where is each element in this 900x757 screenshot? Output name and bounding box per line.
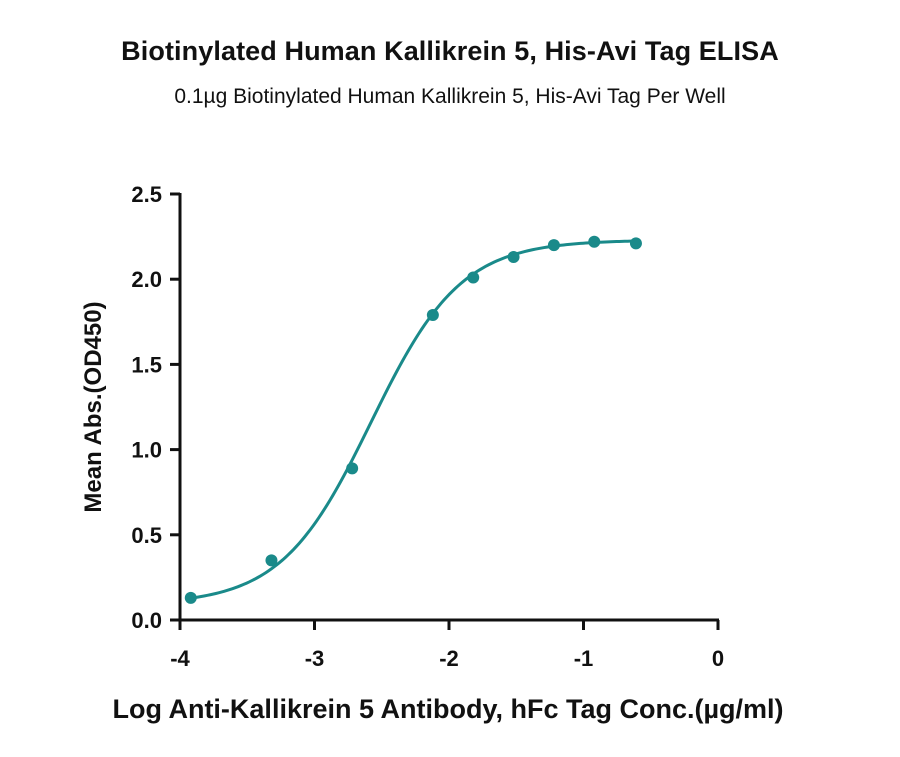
y-tick-label: 1.0	[131, 438, 162, 463]
y-tick-label: 0.0	[131, 608, 162, 633]
x-tick-label: -1	[574, 646, 594, 671]
x-tick-label: -4	[170, 646, 190, 671]
y-tick-label: 1.5	[131, 352, 162, 377]
data-point	[184, 591, 197, 604]
data-point	[426, 308, 439, 321]
x-tick-label: -2	[439, 646, 459, 671]
data-point	[547, 239, 560, 252]
ticks: -4 -3 -2 -1 0 0.0 0.5 1.0 1.5 2.0 2.5	[131, 182, 724, 671]
x-tick-label: 0	[712, 646, 724, 671]
data-point	[629, 237, 642, 250]
y-tick-label: 2.5	[131, 182, 162, 207]
data-point	[265, 554, 278, 567]
y-tick-label: 0.5	[131, 523, 162, 548]
y-tick-label: 2.0	[131, 267, 162, 292]
axes	[178, 193, 719, 622]
data-point	[346, 462, 359, 475]
x-tick-label: -3	[305, 646, 325, 671]
fit-curve	[190, 239, 636, 600]
chart-subtitle: 0.1µg Biotinylated Human Kallikrein 5, H…	[174, 85, 726, 108]
data-point	[507, 251, 520, 264]
data-point	[467, 271, 480, 284]
chart-title: Biotinylated Human Kallikrein 5, His-Avi…	[121, 36, 779, 66]
data-points	[184, 235, 642, 604]
data-point	[588, 235, 601, 248]
y-axis-label: Mean Abs.(OD450)	[80, 301, 107, 512]
x-axis-label: Log Anti-Kallikrein 5 Antibody, hFc Tag …	[112, 694, 783, 724]
